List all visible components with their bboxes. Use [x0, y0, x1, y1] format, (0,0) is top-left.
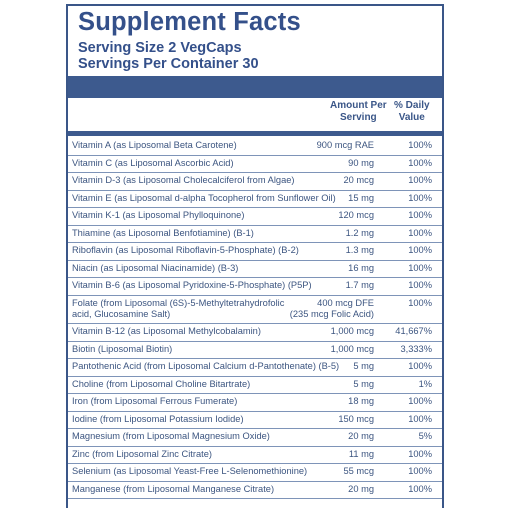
- nutrient-daily-value: 100%: [408, 140, 432, 150]
- nutrient-daily-value: 100%: [408, 262, 432, 273]
- nutrient-daily-value: 100%: [408, 280, 432, 290]
- nutrient-name: Folate (from Liposomal (6S)-5-Methyltetr…: [72, 297, 285, 308]
- nutrient-name: Vitamin A (as Liposomal Beta Carotene): [72, 140, 237, 150]
- table-row: Vitamin K-1 (as Liposomal Phylloquinone)…: [68, 207, 442, 226]
- nutrient-name: Vitamin B-12 (as Liposomal Methylcobalam…: [72, 326, 261, 336]
- table-row: Vitamin B-12 (as Liposomal Methylcobalam…: [68, 323, 442, 342]
- table-row: Zinc (from Liposomal Zinc Citrate) 11 mg 1…: [68, 446, 442, 464]
- nutrient-amount: 1,000 mcg: [330, 326, 374, 336]
- nutrient-amount: 1.3 mg: [345, 245, 374, 255]
- amount-per-serving-header: Amount Per Serving: [330, 100, 387, 123]
- nutrient-daily-value: 100%: [408, 466, 432, 476]
- nutrient-amount: 1.2 mg: [345, 227, 374, 238]
- thick-divider: [68, 76, 442, 98]
- nutrient-daily-value: 100%: [408, 157, 432, 168]
- nutrient-daily-value: 1%: [418, 378, 432, 389]
- nutrient-name: Riboflavin (as Liposomal Riboflavin-5-Ph…: [72, 245, 299, 255]
- nutrient-amount: 1,000 mcg: [330, 343, 374, 354]
- nutrient-name: Vitamin E (as Liposomal d-alpha Tocopher…: [72, 192, 336, 203]
- table-row: Niacin (as Liposomal Niacinamide) (B-3) 1…: [68, 260, 442, 278]
- nutrient-amount: 1.7 mg: [345, 280, 374, 290]
- nutrient-name: Manganese (from Liposomal Manganese Citr…: [72, 483, 275, 494]
- servings-per-container: Servings Per Container 30: [78, 56, 259, 72]
- nutrient-daily-value: 100%: [408, 448, 432, 459]
- nutrient-name: Vitamin K-1 (as Liposomal Phylloquinone): [72, 210, 245, 220]
- nutrient-amount: 55 mcg: [343, 466, 375, 476]
- nutrient-daily-value: 100%: [408, 175, 432, 185]
- table-row: Iron (from Liposomal Ferrous Fumerate) 18…: [68, 393, 442, 412]
- nutrient-name: Niacin (as Liposomal Niacinamide) (B-3): [72, 262, 239, 273]
- table-row: Choline (from Liposomal Choline Bitartra…: [68, 376, 442, 394]
- nutrient-name: Vitamin D-3 (as Liposomal Cholecalcifero…: [72, 175, 295, 185]
- header-divider: [68, 131, 442, 136]
- supplement-facts-panel: Supplement Facts Serving Size 2 VegCaps …: [66, 4, 444, 508]
- nutrient-amount: 5 mg: [353, 378, 374, 389]
- nutrient-daily-value: 3,333%: [400, 343, 432, 354]
- nutrient-amount-line2: (235 mcg Folic Acid): [289, 308, 374, 319]
- nutrient-daily-value: 100%: [408, 245, 432, 255]
- nutrient-name: Vitamin C (as Liposomal Ascorbic Acid): [72, 157, 234, 168]
- nutrient-amount: 90 mg: [348, 157, 374, 168]
- nutrient-daily-value: 100%: [408, 361, 432, 371]
- daily-value-header: % Daily Value: [394, 100, 430, 123]
- table-row: Magnesium (from Liposomal Magnesium Oxid…: [68, 428, 442, 447]
- nutrient-daily-value: 100%: [408, 227, 432, 238]
- nutrient-amount: 16 mg: [348, 262, 374, 273]
- nutrient-name: Magnesium (from Liposomal Magnesium Oxid…: [72, 431, 270, 441]
- table-row: Selenium (as Liposomal Yeast-Free L-Sele…: [68, 463, 442, 482]
- nutrient-name: Iron (from Liposomal Ferrous Fumerate): [72, 396, 238, 406]
- nutrient-amount: 120 mcg: [338, 210, 374, 220]
- serving-size: Serving Size 2 VegCaps: [78, 40, 242, 56]
- nutrient-name-line2: acid, Glucosamine Salt): [72, 308, 171, 319]
- nutrient-amount: 150 mcg: [338, 413, 374, 424]
- nutrient-name: Pantothenic Acid (from Liposomal Calcium…: [72, 361, 340, 371]
- table-row: Vitamin C (as Liposomal Ascorbic Acid) 90…: [68, 155, 442, 173]
- nutrient-name: Zinc (from Liposomal Zinc Citrate): [72, 448, 213, 459]
- nutrient-name: Choline (from Liposomal Choline Bitartra…: [72, 378, 251, 389]
- panel-title: Supplement Facts: [78, 8, 301, 36]
- nutrient-amount: 18 mg: [348, 396, 374, 406]
- nutrient-daily-value: 100%: [408, 297, 432, 308]
- nutrient-amount: 15 mg: [348, 192, 374, 203]
- nutrient-name: Thiamine (as Liposomal Benfotiamine) (B-…: [72, 227, 254, 238]
- nutrient-daily-value: 100%: [408, 192, 432, 203]
- nutrient-amount: 11 mg: [348, 448, 374, 459]
- nutrient-daily-value: 100%: [408, 413, 432, 424]
- table-row: Riboflavin (as Liposomal Riboflavin-5-Ph…: [68, 242, 442, 261]
- table-row: Biotin (Liposomal Biotin) 1,000 mcg 3,333%: [68, 341, 442, 359]
- table-row: Iodine (from Liposomal Potassium Iodide)…: [68, 411, 442, 429]
- table-row: Vitamin B-6 (as Liposomal Pyridoxine-5-P…: [68, 277, 442, 296]
- nutrient-name: Selenium (as Liposomal Yeast-Free L-Sele…: [72, 466, 308, 476]
- nutrient-amount: 400 mcg DFE: [317, 297, 374, 308]
- table-row: Vitamin D-3 (as Liposomal Cholecalcifero…: [68, 172, 442, 191]
- nutrient-daily-value: 100%: [408, 210, 432, 220]
- nutrient-name: Vitamin B-6 (as Liposomal Pyridoxine-5-P…: [72, 280, 312, 290]
- nutrient-daily-value: 5%: [418, 431, 432, 441]
- table-row: Thiamine (as Liposomal Benfotiamine) (B-…: [68, 225, 442, 243]
- nutrient-amount: 900 mcg RAE: [316, 140, 374, 150]
- table-row: Pantothenic Acid (from Liposomal Calcium…: [68, 358, 442, 377]
- table-row: Folate (from Liposomal (6S)-5-Methyltetr…: [68, 295, 442, 324]
- table-row: Vitamin E (as Liposomal d-alpha Tocopher…: [68, 190, 442, 208]
- table-row: Manganese (from Liposomal Manganese Citr…: [68, 481, 442, 499]
- nutrient-name: Biotin (Liposomal Biotin): [72, 343, 173, 354]
- nutrient-amount: 5 mg: [353, 361, 374, 371]
- nutrient-amount: 20 mg: [348, 483, 374, 494]
- nutrient-daily-value: 100%: [408, 483, 432, 494]
- table-row: Vitamin A (as Liposomal Beta Carotene) 90…: [68, 137, 442, 156]
- nutrient-amount: 20 mcg: [343, 175, 375, 185]
- nutrient-daily-value: 41,667%: [395, 326, 432, 336]
- nutrient-daily-value: 100%: [408, 396, 432, 406]
- nutrient-name: Iodine (from Liposomal Potassium Iodide): [72, 413, 244, 424]
- nutrient-amount: 20 mg: [348, 431, 374, 441]
